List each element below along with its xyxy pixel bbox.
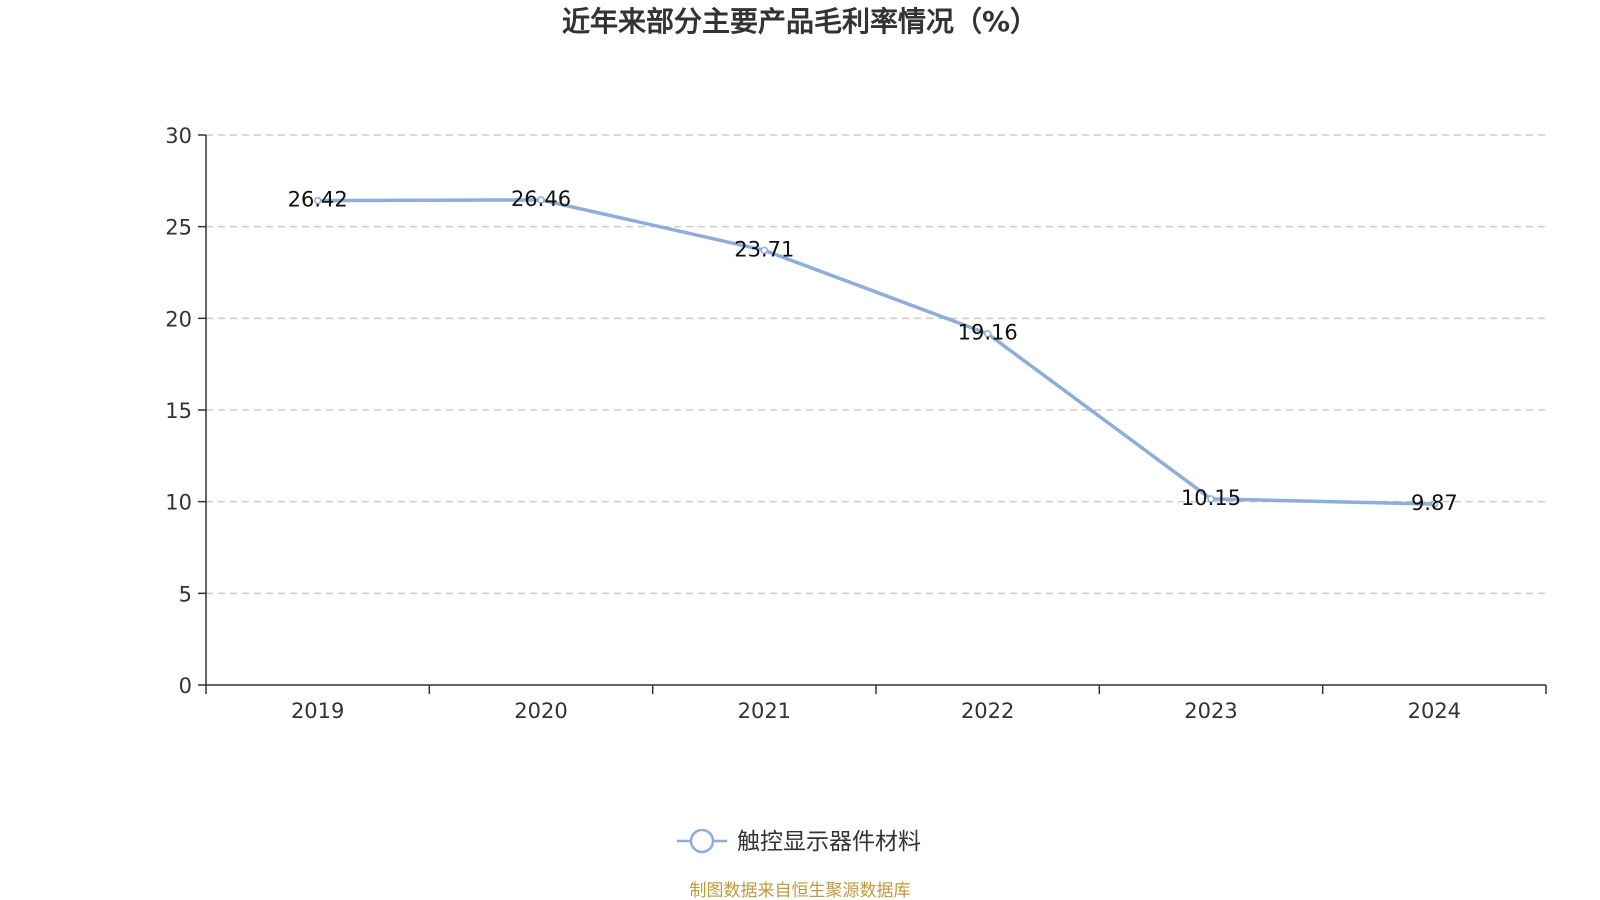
- data-label-2019: 26.42: [288, 188, 348, 212]
- data-point-2024[interactable]: [1430, 500, 1439, 508]
- y-tick-label: 15: [165, 399, 192, 423]
- y-tick-label: 25: [165, 216, 192, 240]
- x-tick-label-2019: 2019: [291, 699, 344, 723]
- legend-label[interactable]: 触控显示器件材料: [737, 829, 921, 855]
- grid-lines: [206, 134, 1546, 595]
- data-label-2022: 19.16: [958, 321, 1018, 345]
- data-label-2020: 26.46: [511, 187, 571, 211]
- data-label-2021: 23.71: [734, 237, 794, 261]
- data-point-2020[interactable]: [537, 196, 545, 204]
- x-tick-label-2024: 2024: [1408, 699, 1461, 723]
- x-tick-label-2021: 2021: [738, 699, 791, 723]
- x-tick-label-2020: 2020: [514, 699, 567, 723]
- axes: 0 5 10 15 20 25 30 2019 2020 2021 2022 2023 2024: [165, 124, 1547, 723]
- series-line: [315, 198, 1437, 506]
- legend[interactable]: 触控显示器件材料: [677, 828, 921, 855]
- y-tick-label: 5: [179, 582, 192, 606]
- data-point-2021[interactable]: [760, 246, 769, 255]
- legend-marker-icon: [689, 828, 715, 854]
- series: [313, 196, 1439, 508]
- x-tick-label-2022: 2022: [961, 699, 1014, 723]
- data-label-2024: 9.87: [1411, 491, 1458, 515]
- y-tick-label: 0: [179, 674, 192, 698]
- data-point-2023[interactable]: [1207, 495, 1215, 503]
- y-tick-label: 30: [165, 124, 192, 148]
- data-label-2023: 10.15: [1181, 486, 1241, 510]
- data-point-2019[interactable]: [313, 196, 322, 205]
- source-note: 制图数据来自恒生聚源数据库: [689, 881, 911, 900]
- data-labels: 26.42 26.46 23.71 19.16 10.15 9.87: [288, 187, 1458, 515]
- y-tick-label: 20: [165, 307, 192, 331]
- x-tick-label-2023: 2023: [1184, 699, 1237, 723]
- chart-title: 近年来部分主要产品毛利率情况（%）: [561, 5, 1039, 38]
- y-tick-label: 10: [165, 491, 192, 515]
- data-point-2022[interactable]: [983, 329, 992, 338]
